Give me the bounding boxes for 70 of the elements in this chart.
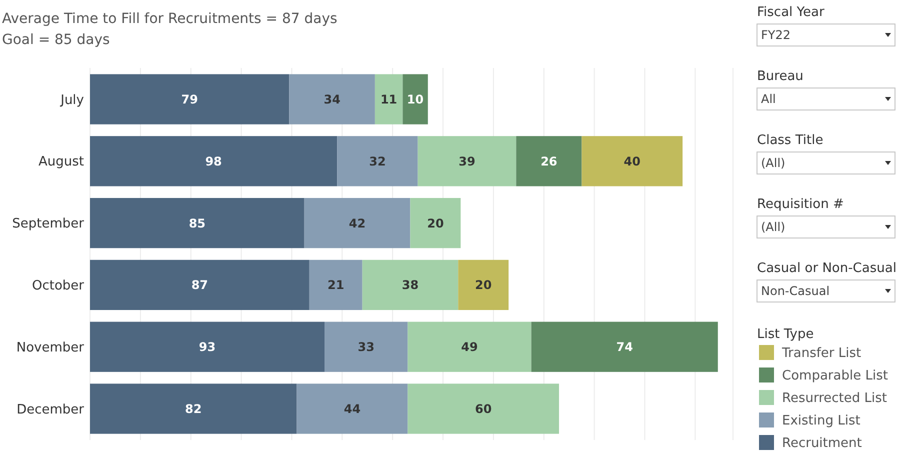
bar [304,198,410,248]
data-label: 20 [475,278,492,292]
data-label: 32 [369,154,386,168]
legend-title: List Type [757,327,814,342]
text: Bureau [757,69,804,84]
dropdown-field: All [756,88,896,110]
data-label: 26 [540,154,558,168]
dropdown-field: Non-Casual [756,280,896,302]
data-label: 79 [181,92,198,106]
bar [90,384,297,434]
bar [90,74,290,124]
bar [90,136,338,186]
bar [410,198,461,248]
data-label: 49 [461,340,478,354]
legend-label: Resurrected List [782,391,887,406]
bar [337,136,418,186]
data-label: 44 [344,402,361,416]
y-tick-label: September [12,216,85,232]
text: Fiscal Year [757,5,825,20]
y-tick-label: August [38,154,84,170]
data-label: 39 [458,154,476,168]
data-label: 11 [380,92,398,106]
dropdown-field: (All) [756,216,896,238]
legend-label: Transfer List [781,346,862,361]
bar [90,260,310,310]
y-tick-label: December [16,402,85,418]
data-label: 33 [358,340,374,354]
data-label: 34 [324,92,340,106]
data-label: 82 [185,402,202,416]
bar [408,384,560,434]
y-tick-label: July [60,92,84,108]
chart-subtitle: Goal = 85 days [2,32,110,48]
data-label: 42 [348,216,366,230]
data-label: 38 [402,278,419,292]
data-label: 87 [191,278,208,292]
bar [289,74,375,124]
bar [408,322,532,372]
bar [90,198,304,248]
bar [402,74,428,124]
data-label: 10 [406,92,424,106]
legend-label: Recruitment [782,436,862,451]
legend-label: Comparable List [782,368,888,384]
y-tick-label: November [16,340,85,356]
text: Class Title [757,133,824,148]
bar [516,136,582,186]
data-label: 93 [198,340,216,354]
data-label: 60 [475,402,492,416]
chart-title: Average Time to Fill for Recruitments = 87 days [2,11,338,27]
dropdown-field: (All) [756,152,896,174]
text: Requisition # [757,197,844,212]
bar [309,260,362,310]
data-label: 40 [624,154,640,168]
data-label: 21 [328,278,344,292]
text: Casual or Non-Casual [757,261,896,276]
bar [531,322,718,372]
bar [362,260,458,310]
legend-label: Existing List [782,414,860,428]
bar [296,384,408,434]
y-tick-label: October [32,278,85,294]
bar [90,322,325,372]
dropdown-field: FY22 [756,24,896,46]
bar [418,136,516,186]
bar [324,322,408,372]
bar [374,74,403,124]
data-label: 74 [616,340,633,354]
bar [582,136,683,186]
data-label: 20 [427,216,444,230]
data-label: 85 [188,216,206,230]
data-label: 98 [205,154,222,168]
bar [458,260,509,310]
